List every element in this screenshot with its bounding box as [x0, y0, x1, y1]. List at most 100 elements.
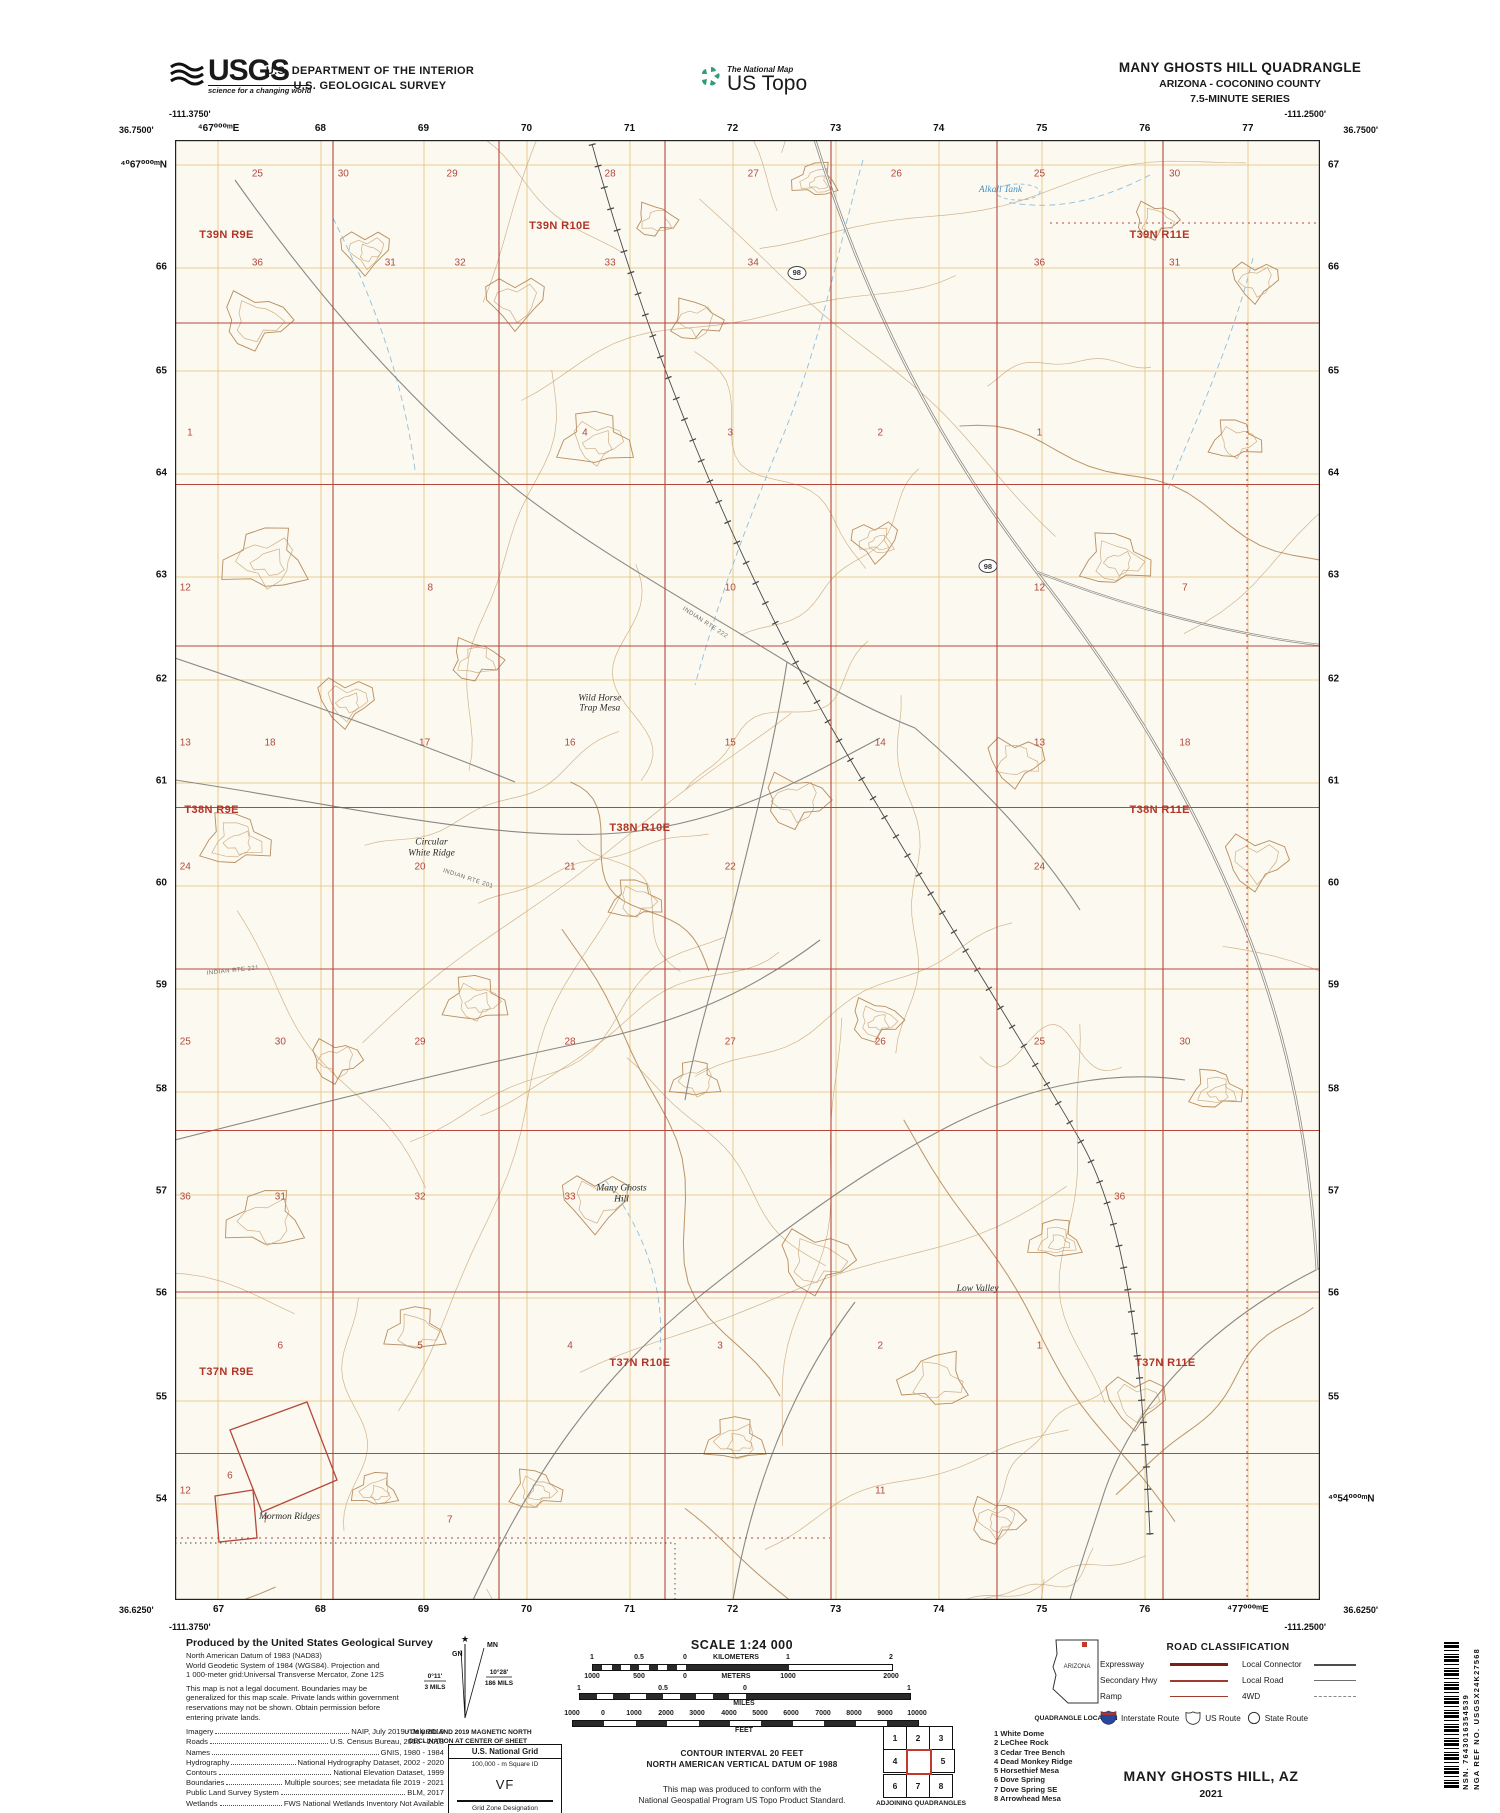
data-source-value: U.S. Census Bureau, 2016 - 2018 — [330, 1737, 444, 1747]
data-source-value: Multiple sources; see metadata file 2019… — [284, 1778, 444, 1788]
grid-coordinate-label: 55 — [155, 1391, 167, 1403]
us-national-grid-box: U.S. National Grid 100,000 - m Square ID… — [448, 1744, 562, 1813]
scale-tick-label: 1 — [786, 1654, 790, 1661]
scale-bar-segment — [679, 1694, 697, 1699]
legal-note-line: entering private lands. — [186, 1712, 261, 1722]
scale-tick-label: 2000 — [658, 1710, 674, 1717]
usng-square-id: VF — [495, 1777, 515, 1792]
data-source-row: Boundaries Multiple sources; see metadata… — [186, 1778, 444, 1788]
scale-tick-label: 4000 — [721, 1710, 737, 1717]
route-shield-item: State Route — [1247, 1711, 1308, 1727]
scale-tick-label: 8000 — [846, 1710, 862, 1717]
topo-map-graphic — [175, 140, 1320, 1600]
road-class-line-sample — [1170, 1663, 1228, 1666]
grid-coordinate-label: 65 — [1328, 365, 1340, 377]
adjoining-quad-name: 3 Cedar Tree Bench — [994, 1747, 1065, 1757]
scale-tick-label: 0 — [683, 1673, 687, 1680]
grid-coordinate-label: 71 — [624, 123, 636, 134]
grid-coordinate-label: 66 — [155, 261, 167, 273]
scale-bar-segment — [698, 1721, 730, 1726]
grid-coordinate-label: 58 — [1328, 1083, 1340, 1095]
grid-coordinate-label: 67 — [212, 1604, 225, 1615]
scale-tick-label: 1000 — [626, 1710, 642, 1717]
dot-leader — [215, 1733, 350, 1735]
grid-coordinate-label: 64 — [155, 467, 167, 479]
road-classification-rows: Expressway Local Connector Secondary Hwy Lo… — [1100, 1660, 1356, 1701]
scale-tick-label: 5000 — [752, 1710, 768, 1717]
department-heading: U.S. DEPARTMENT OF THE INTERIOR U.S. GEO… — [250, 64, 490, 94]
grid-coordinate-label: 60 — [1328, 877, 1340, 889]
road-class-label: Secondary Hwy — [1100, 1676, 1158, 1685]
declination-diagram: ★ GN MN 0°11' 3 MILS 10°28' 186 MILS UTM… — [398, 1632, 538, 1746]
scale-tick-label: 10000 — [907, 1710, 927, 1717]
svg-text:186 MILS: 186 MILS — [485, 1680, 514, 1687]
data-source-value: NAIP, July 2019 - July 2019 — [351, 1727, 444, 1737]
road-class-label: Ramp — [1100, 1692, 1122, 1701]
legal-notes: This map is not a legal document. Bounda… — [186, 1684, 444, 1722]
barcode-block: NSN. 7643016354539 NGA REF NO. USGSX24K2… — [1444, 1640, 1481, 1790]
grid-coordinate-label: 75 — [1036, 123, 1048, 134]
scale-bar-segment — [573, 1721, 605, 1726]
grid-coordinate-label: ⁴67⁰⁰⁰ᵐE — [197, 123, 240, 134]
scale-tick-label: 1000 — [564, 1710, 580, 1717]
road-classification-title: ROAD CLASSIFICATION — [1166, 1642, 1290, 1653]
usgs-wave-icon — [170, 61, 204, 92]
grid-coordinate-label: 72 — [727, 123, 739, 134]
usng-zone-label: Grid Zone Designation — [472, 1805, 538, 1812]
scale-tick-label: 1000 — [584, 1673, 600, 1680]
national-map-label: The National Map — [727, 65, 794, 74]
corner-longitude-bottom-left: -111.3750' — [169, 1622, 211, 1632]
data-source-row: Names GNIS, 1980 - 1984 — [186, 1748, 444, 1758]
contour-interval-note: CONTOUR INTERVAL 20 FEET — [680, 1749, 804, 1758]
scale-title: SCALE 1:24 000 — [690, 1638, 794, 1652]
quadrangle-series: 7.5-MINUTE SERIES — [1190, 93, 1290, 105]
grid-coordinate-label: 56 — [1328, 1287, 1340, 1299]
data-source-label: Boundaries — [186, 1778, 225, 1788]
scale-bar-segment — [613, 1694, 630, 1699]
adjoining-quad-cell: 7 — [906, 1774, 930, 1798]
produced-by-title: Produced by the United States Geological… — [186, 1637, 433, 1649]
scale-tick-label: 500 — [633, 1673, 645, 1680]
grid-coordinate-label: 73 — [830, 123, 842, 134]
data-source-label: Public Land Survey System — [186, 1788, 279, 1798]
interstate-shield-icon — [1100, 1710, 1117, 1727]
route-shield-label: Interstate Route — [1121, 1714, 1180, 1723]
corner-longitude-bottom-right: -111.2500' — [1284, 1622, 1326, 1632]
data-source-row: Roads U.S. Census Bureau, 2016 - 2018 — [186, 1737, 444, 1747]
department-line1: U.S. DEPARTMENT OF THE INTERIOR — [265, 65, 475, 77]
road-class-label: Local Connector — [1242, 1660, 1302, 1669]
grid-coordinate-label: 70 — [520, 1604, 533, 1615]
data-source-label: Contours — [186, 1767, 217, 1777]
grid-labels-bottom: 67 68 69 70 71 72 73 74 75 76 ⁴77⁰⁰⁰ᵐE — [175, 1604, 1320, 1617]
scale-unit-label: METERS — [721, 1673, 751, 1680]
grid-coordinate-label: 73 — [830, 1604, 842, 1615]
scale-bar — [579, 1693, 911, 1700]
data-source-row: Hydrography National Hydrography Dataset,… — [186, 1758, 444, 1768]
adjoining-quad-name: 1 White Dome — [994, 1729, 1045, 1738]
data-source-label: Roads — [186, 1737, 208, 1747]
grid-coordinate-label: 72 — [727, 1604, 739, 1615]
sheet-year: 2021 — [1199, 1788, 1223, 1800]
adjoining-quad-cell: 6 — [883, 1774, 907, 1798]
scale-tick-label: 7000 — [815, 1710, 831, 1717]
scale-tick-label: 2 — [889, 1654, 893, 1661]
route-shield-item: Interstate Route — [1100, 1710, 1179, 1727]
scale-bar-segment — [648, 1665, 659, 1670]
scale-tick-label: 0 — [683, 1654, 687, 1661]
data-source-label: Wetlands — [186, 1798, 218, 1808]
data-source-value: National Elevation Dataset, 1999 — [333, 1767, 444, 1777]
grid-coordinate-label: ⁴77⁰⁰⁰ᵐE — [1227, 1604, 1269, 1615]
quadrangle-subtitle: ARIZONA - COCONINO COUNTY — [1159, 78, 1321, 90]
data-sources-list: Imagery NAIP, July 2019 - July 2019 Roads U… — [186, 1727, 444, 1809]
grid-coordinate-label: 66 — [1328, 261, 1340, 273]
corner-latitude-top-right: 36.7500' — [1343, 125, 1378, 135]
adjoining-quad-name: 7 Dove Spring SE — [994, 1784, 1058, 1794]
grid-coordinate-label: 65 — [155, 365, 167, 377]
grid-coordinate-label: 76 — [1139, 1604, 1151, 1615]
grid-coordinate-label: 67 — [1328, 159, 1340, 171]
declination-arrows: ★ GN MN 0°11' 3 MILS 10°28' 186 MILS — [424, 1634, 514, 1719]
adjoining-quadrangles-caption: ADJOINING QUADRANGLES — [875, 1800, 967, 1807]
usgs-logo: USGS science for a changing world — [170, 56, 312, 95]
data-source-label: Hydrography — [186, 1757, 230, 1767]
